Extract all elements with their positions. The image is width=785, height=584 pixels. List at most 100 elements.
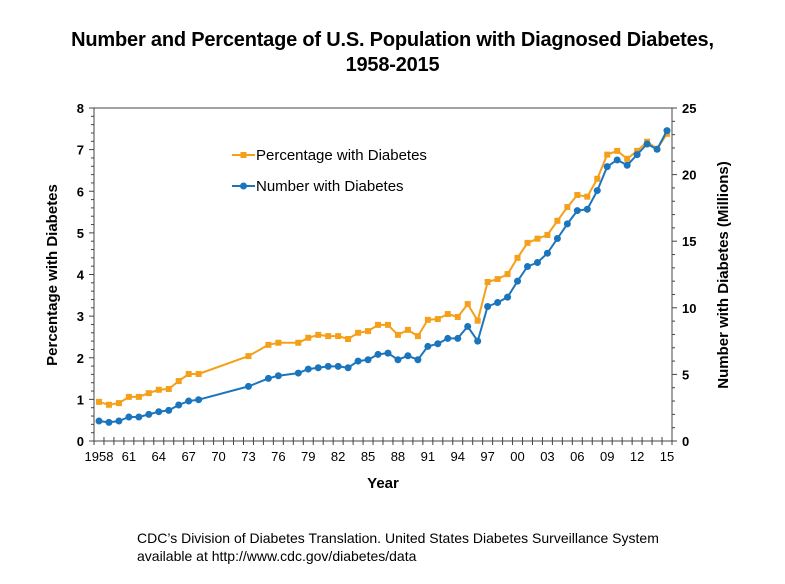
data-point [245, 353, 252, 360]
y-left-tick-label: 1 [77, 392, 84, 407]
legend: Percentage with Diabetes Number with Dia… [232, 147, 427, 195]
data-point [355, 329, 362, 336]
data-point [514, 277, 522, 285]
data-point [474, 317, 481, 324]
y-right-tick-label: 25 [682, 101, 696, 116]
data-point [454, 334, 462, 342]
data-point [533, 259, 541, 267]
data-point [145, 410, 153, 418]
data-point [414, 356, 422, 364]
data-point [494, 298, 502, 306]
chart-title: Number and Percentage of U.S. Population… [0, 28, 785, 78]
data-point [345, 336, 352, 343]
data-point [384, 349, 392, 357]
x-tick-label: 67 [181, 449, 195, 464]
data-point [265, 341, 272, 348]
data-point [185, 397, 193, 405]
data-point [374, 350, 382, 358]
source-note-line1: CDC’s Division of Diabetes Translation. … [137, 530, 659, 546]
x-tick-label: 76 [271, 449, 285, 464]
y-right-tick-label: 5 [682, 367, 689, 382]
data-point [195, 396, 203, 404]
y-left-tick-label: 8 [77, 101, 84, 116]
x-tick-label: 73 [241, 449, 255, 464]
data-point [494, 276, 501, 283]
data-point [464, 322, 472, 330]
data-point [424, 316, 431, 323]
data-point [434, 316, 441, 323]
data-point [624, 155, 631, 162]
data-point [394, 356, 402, 364]
data-point [155, 386, 162, 393]
data-point [324, 362, 332, 370]
data-point [633, 151, 641, 159]
x-tick-label: 09 [600, 449, 614, 464]
chart-title-line1: Number and Percentage of U.S. Population… [71, 29, 714, 51]
x-tick-label: 06 [570, 449, 584, 464]
y-right-tick-label: 15 [682, 234, 696, 249]
x-tick-label: 94 [451, 449, 465, 464]
data-point [634, 147, 641, 154]
x-tick-label: 64 [152, 449, 166, 464]
y-left-tick-label: 3 [77, 309, 84, 324]
x-tick-label: 97 [480, 449, 494, 464]
data-point [514, 254, 521, 261]
data-point [643, 140, 651, 148]
x-tick-label: 1958 [85, 449, 114, 464]
y-right-tick-label: 10 [682, 301, 696, 316]
data-point [663, 127, 671, 135]
data-point [564, 204, 571, 211]
data-point [404, 352, 412, 360]
data-point [305, 334, 312, 341]
series-line [98, 133, 668, 406]
data-point [125, 413, 133, 421]
data-point [563, 220, 571, 228]
data-point [484, 302, 492, 310]
legend-label-percentage: Percentage with Diabetes [256, 147, 427, 164]
y-right-tick-label: 0 [682, 434, 689, 449]
y-left-tick-label: 0 [77, 434, 84, 449]
data-point [325, 333, 332, 340]
data-point [604, 151, 611, 158]
series-line [98, 130, 668, 424]
data-point [574, 191, 581, 198]
x-tick-label: 12 [630, 449, 644, 464]
legend-label-number: Number with Diabetes [256, 178, 404, 195]
data-point [304, 365, 312, 373]
series-number [95, 127, 671, 426]
chart-title-line2: 1958-2015 [345, 54, 440, 76]
data-point [434, 340, 442, 348]
data-point [504, 271, 511, 278]
data-point [95, 398, 102, 405]
data-point [484, 278, 491, 285]
data-point [613, 156, 621, 164]
data-point [454, 313, 461, 320]
y-axis-title-left: Percentage with Diabetes [44, 184, 61, 366]
data-point [593, 187, 601, 195]
y-left-tick-label: 2 [77, 351, 84, 366]
data-point [125, 393, 132, 400]
data-point [165, 385, 172, 392]
data-point [394, 331, 401, 338]
x-tick-label: 85 [361, 449, 375, 464]
data-point [105, 418, 113, 426]
data-point [444, 311, 451, 318]
data-point [583, 205, 591, 213]
data-point [365, 328, 372, 335]
x-tick-label: 82 [331, 449, 345, 464]
data-point [524, 239, 531, 246]
x-tick-label: 00 [510, 449, 524, 464]
series-layer [95, 127, 671, 426]
data-point [444, 334, 452, 342]
x-tick-label: 15 [660, 449, 674, 464]
data-point [335, 333, 342, 340]
data-point [524, 263, 531, 271]
data-point [573, 207, 581, 215]
source-note-line2: available at http://www.cdc.gov/diabetes… [137, 548, 417, 564]
data-point [464, 301, 471, 308]
data-point [135, 393, 142, 400]
y-left-tick-label: 4 [77, 268, 85, 283]
data-point [424, 342, 432, 350]
data-point [295, 339, 302, 346]
x-tick-label: 03 [540, 449, 554, 464]
